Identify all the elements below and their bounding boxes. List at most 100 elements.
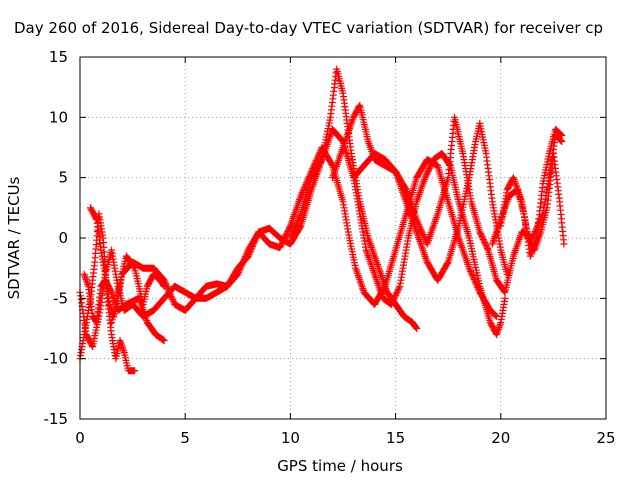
data-point [481,240,489,248]
data-point [88,341,96,349]
data-point [393,288,401,296]
data-point [300,185,308,193]
data-point [469,272,477,280]
data-point [92,215,100,223]
data-point [500,287,508,295]
data-point [421,174,429,182]
data-point [160,282,168,290]
data-point [289,228,297,236]
data-point [297,192,305,200]
series-t10 [488,125,566,260]
data-point [477,231,485,239]
data-point [415,221,423,229]
data-point [81,328,89,335]
data-point [164,286,172,294]
data-point [160,281,167,289]
data-point [291,224,299,232]
data-point [296,213,303,221]
data-point [290,226,298,234]
data-point [428,159,436,167]
data-point [81,320,89,328]
data-point [391,293,399,301]
data-point [130,263,138,271]
data-point [289,229,296,237]
data-point [557,137,565,145]
data-point [482,242,490,249]
data-point [241,254,249,262]
data-point [107,287,115,295]
data-point [395,284,403,292]
data-point [413,216,421,224]
data-point [476,228,484,236]
data-point [425,165,433,173]
y-tick-label: 5 [58,169,68,187]
data-point [491,311,499,319]
data-point [239,257,247,265]
data-point [296,212,304,219]
data-point [557,131,565,139]
data-point [423,169,431,177]
data-point [420,234,428,242]
data-point [160,337,168,345]
data-point [169,297,177,305]
data-point [479,234,487,242]
data-point [425,166,433,174]
data-point [286,234,294,242]
data-point [237,262,245,270]
data-point [560,240,568,248]
data-point [427,162,435,170]
data-point [558,137,566,145]
data-point [291,223,299,231]
data-point [164,284,172,292]
data-point [235,267,243,275]
data-point [415,222,423,230]
data-point [242,251,250,259]
data-point [465,264,473,272]
data-point [416,224,424,232]
data-point [467,267,475,275]
x-tick-label: 5 [180,429,190,447]
data-point [418,227,425,235]
data-point [478,233,486,240]
data-point [238,261,246,268]
x-tick-label: 15 [386,429,405,447]
data-point [293,220,301,227]
data-point [292,221,300,229]
data-point [492,312,500,320]
data-point [240,256,248,264]
data-point [293,218,301,226]
data-point [388,299,396,307]
data-point [239,259,247,267]
data-point [117,340,125,348]
data-point [389,297,397,305]
y-tick-label: -15 [44,410,69,428]
y-tick-label: 10 [49,108,68,126]
data-point [483,243,491,251]
data-point [420,232,428,240]
data-point [418,229,426,237]
data-point [556,130,564,138]
data-point [466,266,474,274]
data-point [470,275,478,283]
data-point [394,285,402,293]
chart-title: Day 260 of 2016, Sidereal Day-to-day VTE… [14,19,603,37]
y-axis-label: SDTVAR / TECUs [5,176,23,299]
data-point [234,270,242,278]
series-layer [76,65,568,375]
data-point [413,218,421,225]
data-point [294,216,302,224]
x-tick-label: 10 [281,429,300,447]
y-tick-label: 0 [58,229,68,247]
x-axis-label: GPS time / hours [277,457,403,475]
data-point [443,259,451,267]
data-point [477,230,484,237]
data-point [481,239,489,246]
data-point [472,279,480,287]
data-point [235,269,242,277]
data-point [394,287,402,295]
data-point [286,223,294,231]
data-point [480,237,488,245]
x-tick-label: 0 [75,429,85,447]
y-tick-label: 15 [49,48,68,66]
